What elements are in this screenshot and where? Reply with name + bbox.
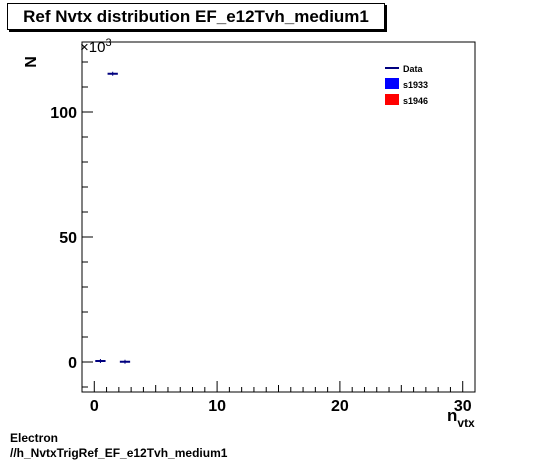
legend-label: s1933 [403, 80, 428, 90]
plot-frame [81, 41, 476, 393]
chart-title: Ref Nvtx distribution EF_e12Tvh_medium1 [7, 3, 385, 30]
x-tick-label: 0 [90, 398, 99, 415]
x-tick-label: 20 [331, 398, 349, 415]
legend-label: Data [403, 64, 424, 74]
legend-label: s1946 [403, 96, 428, 106]
legend-swatch-box [385, 94, 399, 105]
y-axis-label: N [23, 56, 40, 68]
y-tick-label: 50 [59, 230, 77, 247]
y-tick-label: 100 [50, 105, 77, 122]
y-tick-label: 0 [68, 355, 77, 372]
footer-histogram-path: //h_NvtxTrigRef_EF_e12Tvh_medium1 [10, 446, 228, 460]
legend-swatch-box [385, 78, 399, 89]
x-tick-label: 10 [208, 398, 226, 415]
x-tick-label: 30 [454, 398, 472, 415]
footer-category: Electron [10, 431, 59, 445]
y-multiplier: ×103 [80, 37, 112, 56]
